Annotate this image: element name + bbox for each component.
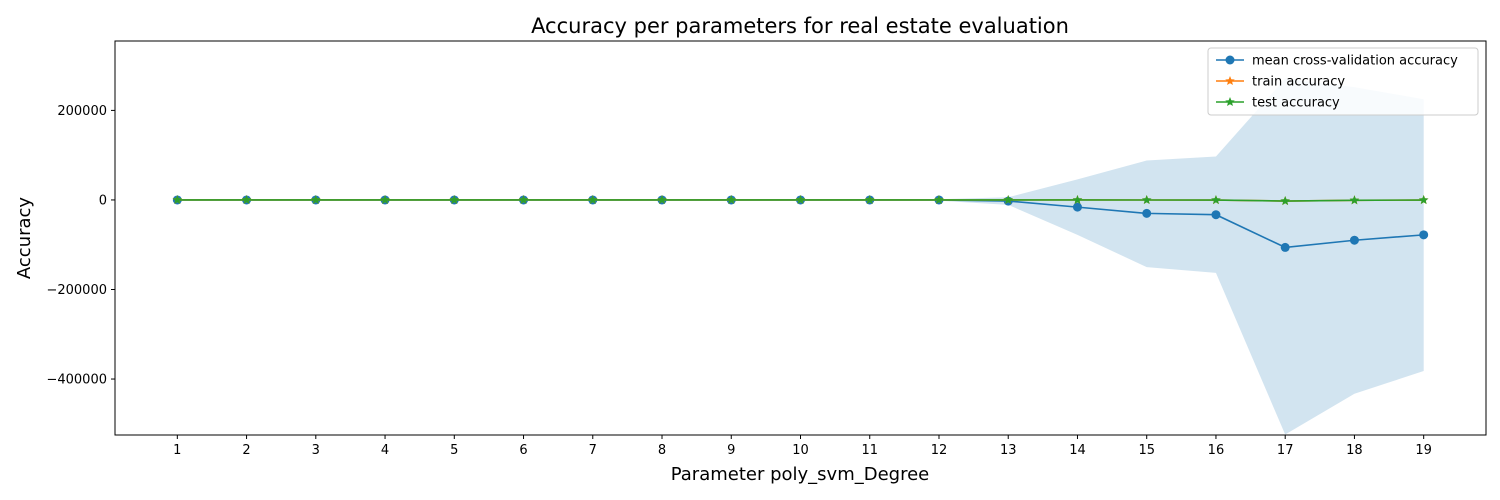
x-axis-ticks: 1 2 3 4 5 6 7 8 9 10 11 12 13 14 15 16 17 18 19 <box>173 435 1432 458</box>
data-point <box>726 194 737 204</box>
x-tick-label: 1 <box>173 443 181 458</box>
data-point <box>588 194 598 204</box>
data-point <box>380 194 390 204</box>
data-point <box>1142 208 1152 218</box>
series-2 <box>172 194 1429 206</box>
data-point <box>1141 195 1152 205</box>
data-point <box>657 194 667 204</box>
x-tick-label: 9 <box>727 443 735 458</box>
legend-item: test accuracy <box>1216 96 1340 111</box>
legend-label: test accuracy <box>1252 96 1340 111</box>
y-axis-ticks: −400000 −200000 0 200000 <box>46 104 115 388</box>
legend-box <box>1207 47 1479 116</box>
x-tick-label: 10 <box>792 443 809 458</box>
x-tick-label: 14 <box>1069 443 1086 458</box>
data-point <box>1211 195 1221 205</box>
data-point <box>864 194 875 204</box>
x-tick-label: 4 <box>381 443 389 458</box>
data-point <box>172 194 183 204</box>
legend-item: train accuracy <box>1216 75 1345 90</box>
x-tick-label: 3 <box>312 443 320 458</box>
x-tick-label: 18 <box>1346 443 1363 458</box>
legend: mean cross-validation accuracy train accu… <box>1207 47 1479 116</box>
legend-label: train accuracy <box>1252 75 1345 90</box>
y-tick-label: 0 <box>99 193 107 208</box>
data-point <box>1211 210 1221 220</box>
x-tick-label: 19 <box>1415 443 1432 458</box>
x-tick-label: 16 <box>1208 443 1225 458</box>
x-tick-label: 2 <box>242 443 250 458</box>
data-point <box>1280 242 1290 252</box>
data-point <box>1003 194 1013 204</box>
x-tick-label: 7 <box>589 443 597 458</box>
series-layer <box>172 194 1429 252</box>
data-point <box>795 194 806 204</box>
legend-items: mean cross-validation accuracy train accu… <box>1216 54 1458 111</box>
legend-marker <box>1225 76 1235 86</box>
y-tick-label: 200000 <box>57 104 107 119</box>
data-point <box>449 194 460 204</box>
x-tick-label: 5 <box>450 443 458 458</box>
data-point <box>1072 202 1082 212</box>
data-point <box>1072 194 1083 205</box>
data-point <box>1418 195 1429 205</box>
data-point <box>934 194 944 204</box>
legend-label: mean cross-validation accuracy <box>1252 54 1458 69</box>
data-point <box>1349 235 1359 245</box>
x-tick-label: 12 <box>931 443 948 458</box>
data-point <box>1280 196 1290 206</box>
y-tick-label: −200000 <box>46 283 107 298</box>
x-axis-title: Parameter poly_svm_Degree <box>671 464 930 485</box>
x-tick-label: 11 <box>861 443 878 458</box>
y-tick-label: −400000 <box>46 373 107 388</box>
legend-marker <box>1225 55 1235 65</box>
x-tick-label: 13 <box>1000 443 1017 458</box>
chart-title: Accuracy per parameters for real estate … <box>531 14 1069 38</box>
data-point <box>241 194 252 204</box>
data-point <box>1349 195 1360 205</box>
legend-marker <box>1225 97 1235 107</box>
y-axis-title: Accuracy <box>14 197 35 280</box>
data-point <box>311 194 321 204</box>
x-tick-label: 17 <box>1277 443 1294 458</box>
x-tick-label: 8 <box>658 443 666 458</box>
data-point <box>518 194 529 204</box>
legend-item: mean cross-validation accuracy <box>1216 54 1458 69</box>
x-tick-label: 6 <box>519 443 527 458</box>
data-point <box>1419 230 1429 240</box>
x-tick-label: 15 <box>1138 443 1155 458</box>
